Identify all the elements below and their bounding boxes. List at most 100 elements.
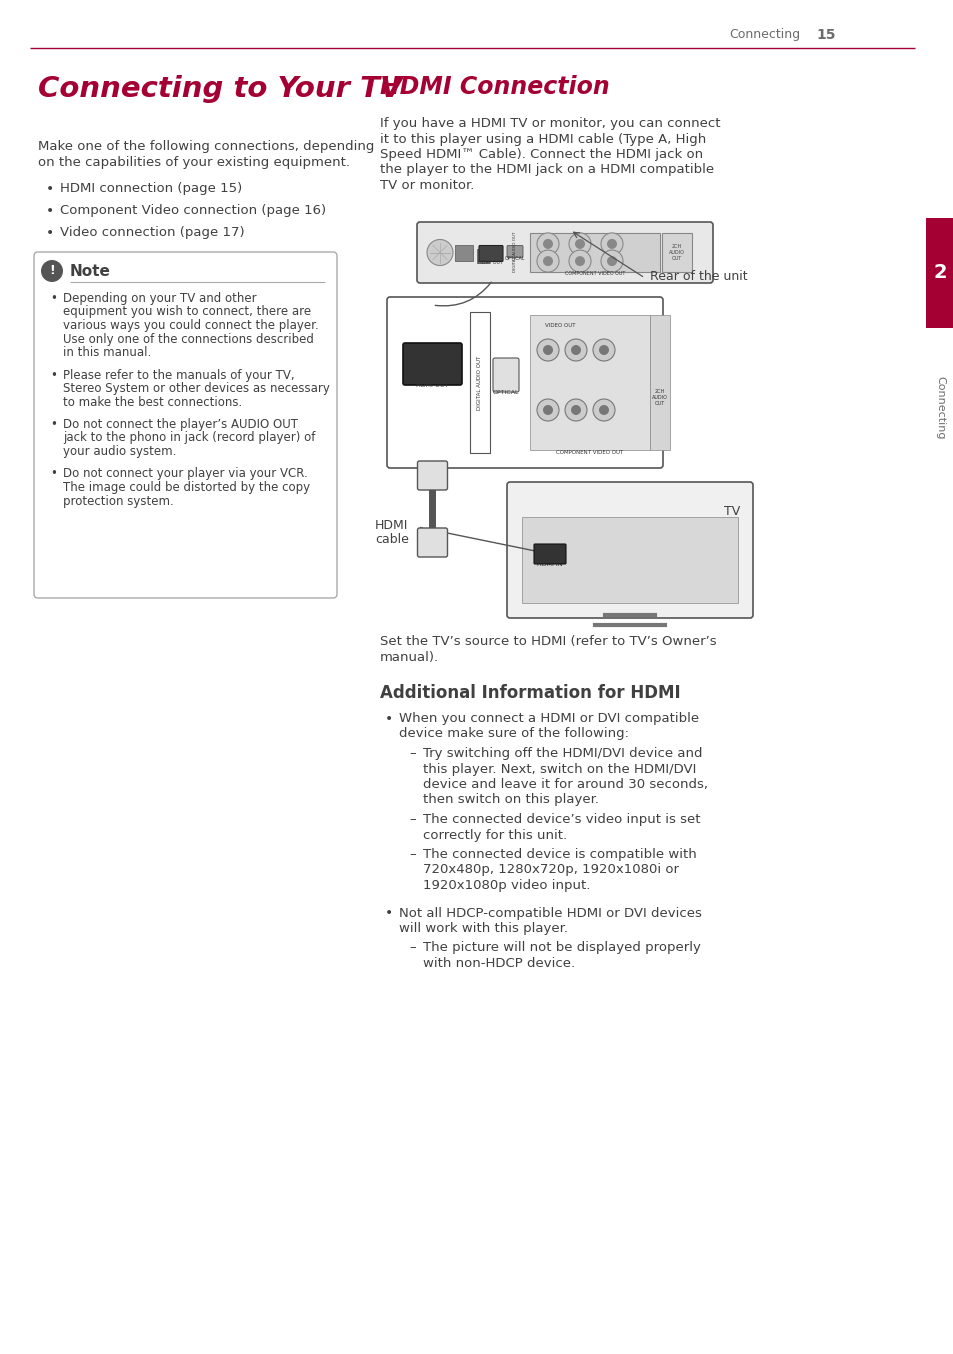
Text: Connecting: Connecting [728, 28, 800, 41]
Text: HDMI: HDMI [375, 519, 408, 532]
Circle shape [575, 238, 584, 249]
FancyBboxPatch shape [417, 460, 447, 490]
Text: equipment you wish to connect, there are: equipment you wish to connect, there are [63, 306, 311, 318]
Text: 2CH
AUDIO
OUT: 2CH AUDIO OUT [652, 389, 667, 406]
Text: cable: cable [375, 533, 409, 546]
Circle shape [593, 338, 615, 362]
Bar [470, 311, 490, 454]
FancyBboxPatch shape [534, 544, 565, 565]
Text: Use only one of the connections described: Use only one of the connections describe… [63, 333, 314, 345]
FancyBboxPatch shape [506, 482, 752, 617]
Circle shape [537, 338, 558, 362]
Text: on the capabilities of your existing equipment.: on the capabilities of your existing equ… [38, 156, 350, 169]
Circle shape [542, 405, 553, 414]
Text: OPTICAL: OPTICAL [493, 390, 518, 395]
Text: HDMI IN: HDMI IN [537, 562, 562, 567]
Circle shape [41, 260, 63, 282]
Text: Connecting: Connecting [934, 376, 944, 440]
Text: If you have a HDMI TV or monitor, you can connect: If you have a HDMI TV or monitor, you ca… [379, 116, 720, 130]
Circle shape [598, 405, 608, 414]
Circle shape [568, 250, 590, 272]
Text: Note: Note [70, 264, 111, 279]
Bar [521, 517, 738, 603]
FancyBboxPatch shape [493, 357, 518, 393]
Text: When you connect a HDMI or DVI compatible: When you connect a HDMI or DVI compatibl… [398, 712, 699, 724]
FancyBboxPatch shape [34, 252, 336, 598]
Text: TV or monitor.: TV or monitor. [379, 179, 474, 192]
Text: •: • [385, 712, 393, 726]
Text: device and leave it for around 30 seconds,: device and leave it for around 30 second… [422, 779, 707, 791]
Circle shape [542, 238, 553, 249]
Text: Do not connect your player via your VCR.: Do not connect your player via your VCR. [63, 467, 308, 481]
Text: –: – [409, 848, 416, 861]
Text: to make the best connections.: to make the best connections. [63, 395, 242, 409]
Text: •: • [46, 226, 54, 240]
Text: DIGITAL AUDIO OUT: DIGITAL AUDIO OUT [513, 232, 517, 272]
Text: Connecting to Your TV: Connecting to Your TV [38, 74, 402, 103]
Text: •: • [50, 292, 57, 305]
Bar [476, 249, 489, 263]
Text: Component Video connection (page 16): Component Video connection (page 16) [60, 204, 326, 217]
Text: then switch on this player.: then switch on this player. [422, 793, 598, 807]
Circle shape [542, 345, 553, 355]
Text: The image could be distorted by the copy: The image could be distorted by the copy [63, 481, 310, 494]
Text: HDMI Connection: HDMI Connection [379, 74, 609, 99]
Text: HDMI connection (page 15): HDMI connection (page 15) [60, 181, 242, 195]
Text: DIGITAL AUDIO OUT: DIGITAL AUDIO OUT [477, 355, 482, 410]
Text: 15: 15 [816, 28, 835, 42]
Text: manual).: manual). [379, 650, 438, 663]
Text: Make one of the following connections, depending: Make one of the following connections, d… [38, 139, 374, 153]
FancyBboxPatch shape [402, 343, 461, 385]
Text: Additional Information for HDMI: Additional Information for HDMI [379, 684, 679, 701]
Circle shape [427, 240, 453, 265]
Text: Rear of the unit: Rear of the unit [649, 269, 747, 283]
Text: •: • [50, 467, 57, 481]
Text: it to this player using a HDMI cable (Type A, High: it to this player using a HDMI cable (Ty… [379, 133, 705, 145]
Text: 1920x1080p video input.: 1920x1080p video input. [422, 879, 590, 892]
Text: –: – [409, 747, 416, 760]
Circle shape [537, 399, 558, 421]
Text: Please refer to the manuals of your TV,: Please refer to the manuals of your TV, [63, 368, 294, 382]
Text: OPTICAL: OPTICAL [504, 256, 525, 260]
Bar [530, 233, 659, 272]
Bar [649, 315, 669, 450]
Circle shape [571, 345, 580, 355]
Text: various ways you could connect the player.: various ways you could connect the playe… [63, 320, 318, 332]
Text: VIDEO OUT: VIDEO OUT [544, 324, 575, 328]
Text: •: • [385, 906, 393, 921]
Bar [925, 218, 953, 328]
Text: correctly for this unit.: correctly for this unit. [422, 829, 566, 841]
Text: –: – [409, 812, 416, 826]
Circle shape [600, 250, 622, 272]
Text: Do not connect the player’s AUDIO OUT: Do not connect the player’s AUDIO OUT [63, 418, 297, 431]
Circle shape [542, 256, 553, 267]
Text: Video connection (page 17): Video connection (page 17) [60, 226, 244, 240]
Text: will work with this player.: will work with this player. [398, 922, 567, 936]
FancyBboxPatch shape [387, 297, 662, 468]
Text: 2: 2 [932, 264, 945, 283]
Circle shape [606, 238, 617, 249]
Text: the player to the HDMI jack on a HDMI compatible: the player to the HDMI jack on a HDMI co… [379, 164, 714, 176]
Text: Speed HDMI™ Cable). Connect the HDMI jack on: Speed HDMI™ Cable). Connect the HDMI jac… [379, 148, 702, 161]
FancyBboxPatch shape [417, 528, 447, 556]
Text: 2CH
AUDIO
OUT: 2CH AUDIO OUT [668, 244, 684, 261]
Text: •: • [50, 418, 57, 431]
Text: Set the TV’s source to HDMI (refer to TV’s Owner’s: Set the TV’s source to HDMI (refer to TV… [379, 635, 716, 649]
Text: The connected device is compatible with: The connected device is compatible with [422, 848, 696, 861]
Text: •: • [50, 368, 57, 382]
Circle shape [568, 233, 590, 255]
Text: !: ! [49, 264, 55, 278]
Text: jack to the phono in jack (record player) of: jack to the phono in jack (record player… [63, 432, 315, 444]
FancyBboxPatch shape [416, 222, 712, 283]
Text: device make sure of the following:: device make sure of the following: [398, 727, 628, 741]
Circle shape [564, 399, 586, 421]
Text: –: – [409, 941, 416, 955]
Text: Stereo System or other devices as necessary: Stereo System or other devices as necess… [63, 382, 330, 395]
Text: in this manual.: in this manual. [63, 347, 152, 359]
Circle shape [571, 405, 580, 414]
Text: •: • [46, 204, 54, 218]
Bar [661, 233, 691, 272]
Text: your audio system.: your audio system. [63, 445, 176, 458]
Bar [530, 315, 649, 450]
Circle shape [575, 256, 584, 267]
